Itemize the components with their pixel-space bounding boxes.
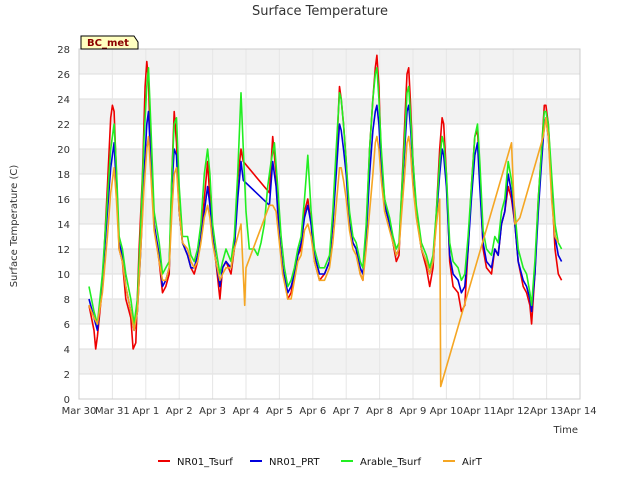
gridlines <box>78 48 581 400</box>
y-tick-label: 14 <box>57 220 70 231</box>
legend-label: Arable_Tsurf <box>360 457 421 468</box>
y-tick-label: 2 <box>64 370 70 381</box>
x-tick-label: Apr 12 <box>497 406 530 417</box>
y-tick-label: 6 <box>64 320 70 331</box>
x-tick-label: Apr 7 <box>333 406 360 417</box>
x-axis-title: Time <box>553 425 578 436</box>
background-band <box>79 199 580 224</box>
background-band <box>79 49 580 74</box>
x-tick-label: Apr 10 <box>430 406 463 417</box>
legend-label: NR01_PRT <box>269 457 320 468</box>
background-band <box>79 149 580 174</box>
plot-area <box>78 48 581 400</box>
series-line-airt <box>88 117 560 388</box>
y-tick-label: 20 <box>57 145 70 156</box>
y-tick-label: 24 <box>57 95 70 106</box>
x-tick-label: Apr 9 <box>400 406 427 417</box>
badge-label: BC_met <box>87 38 129 49</box>
y-tick-label: 0 <box>64 395 70 406</box>
legend-item: AirT <box>443 457 483 468</box>
y-tick-label: 18 <box>57 170 70 181</box>
x-tick-label: Apr 1 <box>132 406 159 417</box>
background-bands <box>79 49 580 374</box>
y-tick-label: 26 <box>57 70 70 81</box>
chart-title: Surface Temperature <box>252 4 388 19</box>
series-lines <box>88 54 563 388</box>
background-band <box>79 99 580 124</box>
y-tick-label: 10 <box>57 270 70 281</box>
y-tick-label: 28 <box>57 45 70 56</box>
x-tick-label: Apr 3 <box>199 406 226 417</box>
legend: NR01_Tsurf NR01_PRT Arable_Tsurf AirT <box>158 457 483 468</box>
series-line-arable-tsurf <box>88 67 563 325</box>
x-tick-label: Mar 30 <box>62 406 97 417</box>
y-axis-title: Surface Temperature (C) <box>9 165 20 288</box>
legend-item: NR01_PRT <box>250 457 320 468</box>
y-tick-label: 8 <box>64 295 70 306</box>
legend-item: NR01_Tsurf <box>158 457 233 468</box>
station-badge: BC_met <box>80 35 139 50</box>
x-tick-label: Apr 5 <box>266 406 293 417</box>
x-tick-label: Apr 14 <box>563 406 596 417</box>
background-band <box>79 299 580 324</box>
background-band <box>79 349 580 374</box>
legend-item: Arable_Tsurf <box>341 457 421 468</box>
x-tick-label: Apr 11 <box>463 406 496 417</box>
y-tick-label: 4 <box>64 345 70 356</box>
x-tick-label: Apr 13 <box>530 406 563 417</box>
x-tick-label: Apr 4 <box>233 406 260 417</box>
x-tick-label: Apr 2 <box>166 406 193 417</box>
x-tick-label: Mar 31 <box>95 406 130 417</box>
x-tick-label: Apr 8 <box>366 406 393 417</box>
y-tick-label: 12 <box>57 245 70 256</box>
y-tick-label: 16 <box>57 195 70 206</box>
legend-label: NR01_Tsurf <box>177 457 233 468</box>
badge-box <box>80 35 139 50</box>
y-tick-label: 22 <box>57 120 70 131</box>
x-tick-label: Apr 6 <box>299 406 326 417</box>
legend-label: AirT <box>462 457 483 468</box>
